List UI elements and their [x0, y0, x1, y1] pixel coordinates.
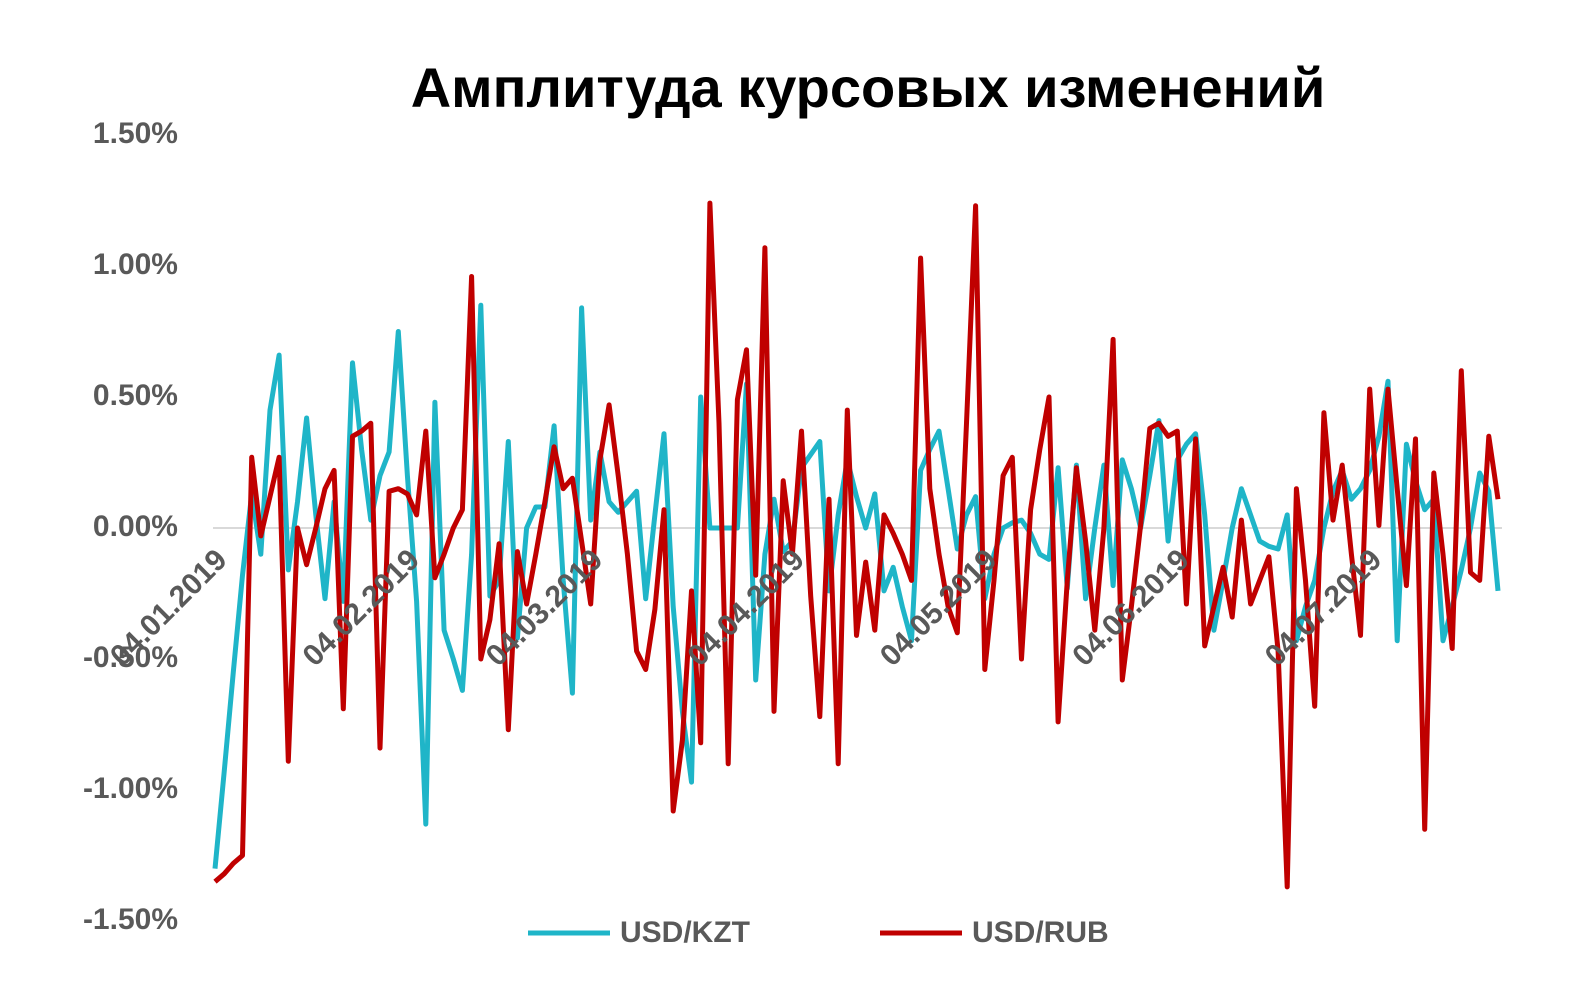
chart-title: Амплитуда курсовых изменений — [411, 56, 1326, 119]
x-tick-label: 04.02.2019 — [296, 543, 426, 673]
y-tick-label: 1.50% — [93, 117, 178, 150]
y-tick-label: -1.00% — [83, 772, 178, 805]
y-tick-label: 0.50% — [93, 379, 178, 412]
line-series — [212, 302, 1501, 869]
legend-label: USD/RUB — [972, 916, 1109, 949]
y-tick-label: 1.00% — [93, 248, 178, 281]
y-tick-label: -1.50% — [83, 903, 178, 936]
legend-label: USD/KZT — [620, 916, 750, 949]
x-tick-label: 04.07.2019 — [1259, 543, 1389, 673]
line-series — [213, 200, 1501, 890]
y-tick-label: 0.00% — [93, 510, 178, 543]
y-tick-label: -0.50% — [83, 641, 178, 674]
